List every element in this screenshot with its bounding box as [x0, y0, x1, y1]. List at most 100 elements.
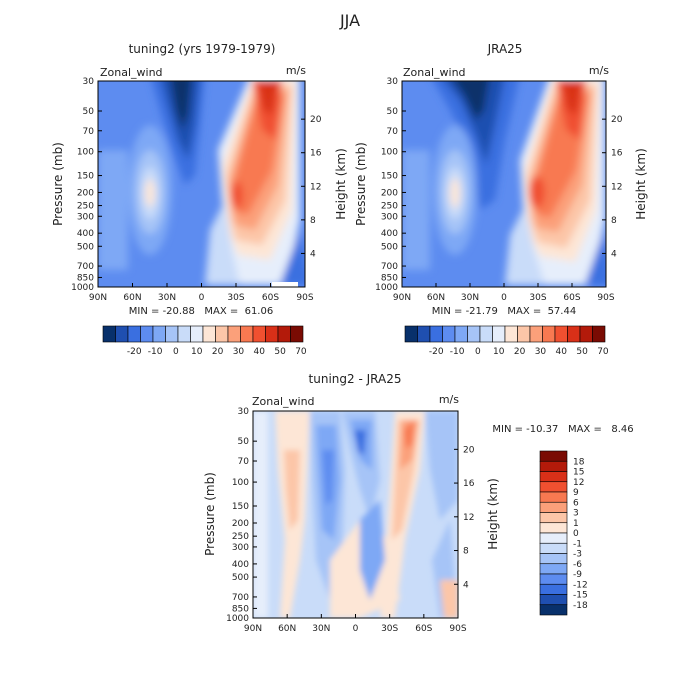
colorbar-swatch: [542, 325, 556, 343]
y-tick-label: 300: [381, 212, 398, 222]
units-label: m/s: [286, 64, 306, 77]
y-tick-label: 100: [77, 148, 94, 158]
height-tick-label: 12: [310, 182, 321, 192]
colorbar-label: -20: [127, 347, 142, 357]
colorbar-label: 0: [173, 347, 179, 357]
y-tick-label: 30: [238, 407, 250, 417]
variable-label: Zonal_wind: [403, 66, 466, 79]
x-tick-label: 30N: [312, 624, 330, 634]
y-tick-label: 150: [381, 172, 398, 182]
y-tick-label: 50: [83, 107, 95, 117]
colorbar-swatch: [539, 522, 568, 534]
x-tick-label: 0: [199, 293, 205, 303]
x-tick-label: 60S: [415, 624, 432, 634]
variable-label: Zonal_wind: [252, 395, 315, 408]
y-tick-label: 70: [83, 127, 95, 137]
x-tick-label: 30N: [461, 293, 479, 303]
y-tick-label: 150: [232, 502, 249, 512]
colorbar-label: 30: [233, 347, 245, 357]
colorbar-swatch: [102, 325, 116, 343]
y-tick-label: 30: [83, 77, 95, 87]
colorbar-label: 10: [191, 347, 203, 357]
y-tick-label: 400: [381, 229, 398, 239]
axes: 90N 60N 30N 0 30S 60S 90S 30 50 70 100 150 200 250300…: [226, 407, 475, 634]
y-tick-label: 700: [232, 593, 249, 603]
panel-tuning2: tuning2 (yrs 1979-1979) Zonal_wind m/s: [51, 42, 348, 357]
colorbar-swatch: [579, 325, 593, 343]
colorbar-swatch: [539, 604, 568, 616]
y-tick-label: 70: [387, 127, 399, 137]
y-tick-label: 50: [238, 437, 250, 447]
height-tick-label: 20: [310, 115, 322, 125]
colorbar-swatch: [539, 481, 568, 493]
units-label: m/s: [439, 393, 459, 406]
colorbar-swatch: [454, 325, 468, 343]
x-tick-label: 30S: [381, 624, 398, 634]
colorbar-swatch: [539, 460, 568, 472]
colorbar-swatch: [277, 325, 291, 343]
height-tick-label: 4: [463, 580, 469, 590]
colorbar-swatch: [492, 325, 506, 343]
x-tick-label: 30S: [529, 293, 546, 303]
colorbar-label: -20: [429, 347, 444, 357]
colorbar-swatch: [529, 325, 543, 343]
y-tick-label: 400: [77, 229, 94, 239]
x-tick-label: 60S: [262, 293, 279, 303]
colorbar-label: -10: [450, 347, 465, 357]
colorbar-swatch: [539, 450, 568, 462]
x-tick-label: 60N: [278, 624, 296, 634]
y-tick-label: 300: [232, 543, 249, 553]
y-axis-label-right: Height (km): [634, 148, 648, 219]
colorbar-swatch: [539, 471, 568, 483]
colorbar-swatch: [404, 325, 418, 343]
y-tick-label: 30: [387, 77, 399, 87]
colorbar-swatch: [265, 325, 279, 343]
panel-title: tuning2 - JRA25: [309, 372, 402, 386]
colorbar-label: 70: [597, 347, 609, 357]
height-tick-label: 16: [310, 149, 322, 159]
colorbar-label: 15: [573, 468, 584, 478]
colorbar-label: 12: [573, 478, 584, 488]
y-tick-label: 150: [77, 172, 94, 182]
colorbar-swatch: [539, 532, 568, 544]
height-tick-label: 8: [463, 547, 469, 557]
colorbar-swatch: [115, 325, 129, 343]
y-tick-label: 50: [387, 107, 399, 117]
panel-title: tuning2 (yrs 1979-1979): [129, 42, 276, 56]
panel-title: JRA25: [487, 42, 523, 56]
colorbar-label: 0: [475, 347, 481, 357]
colorbar-swatch: [227, 325, 241, 343]
x-tick-label: 90S: [597, 293, 614, 303]
colorbar-label: 20: [212, 347, 224, 357]
height-tick-label: 20: [463, 445, 475, 455]
colorbar-swatch: [127, 325, 141, 343]
colorbar-label: 50: [576, 347, 588, 357]
axes: 90N 60N 30N 0 30S 60S 90S 30 50 70 100 150 200 250300…: [375, 77, 623, 303]
colorbar-label: -18: [573, 601, 588, 611]
y-tick-label: 100: [381, 148, 398, 158]
colorbar-swatch: [592, 325, 606, 343]
height-tick-label: 16: [463, 479, 475, 489]
height-tick-label: 8: [611, 216, 617, 226]
colorbar-swatch: [504, 325, 518, 343]
height-tick-label: 12: [463, 513, 474, 523]
colorbar-swatch: [554, 325, 568, 343]
figure-title: JJA: [339, 11, 360, 30]
colorbar-label: 40: [254, 347, 266, 357]
colorbar-swatch: [202, 325, 216, 343]
axes: 90N 60N 30N 0 30S 60S 90S 30 50 70 100 150 200 250300…: [71, 77, 322, 303]
height-tick-label: 20: [611, 115, 623, 125]
contour-field: [253, 411, 458, 618]
colorbar-label: 6: [573, 498, 579, 508]
colorbar-swatch: [177, 325, 191, 343]
x-tick-label: 90S: [296, 293, 313, 303]
colorbar-label: 10: [493, 347, 505, 357]
y-tick-label: 300: [77, 212, 94, 222]
colorbar-swatch: [165, 325, 179, 343]
y-tick-label: 700: [77, 262, 94, 272]
y-tick-label: 500: [232, 573, 249, 583]
x-tick-label: 60N: [123, 293, 141, 303]
y-tick-label: 850: [381, 273, 398, 283]
